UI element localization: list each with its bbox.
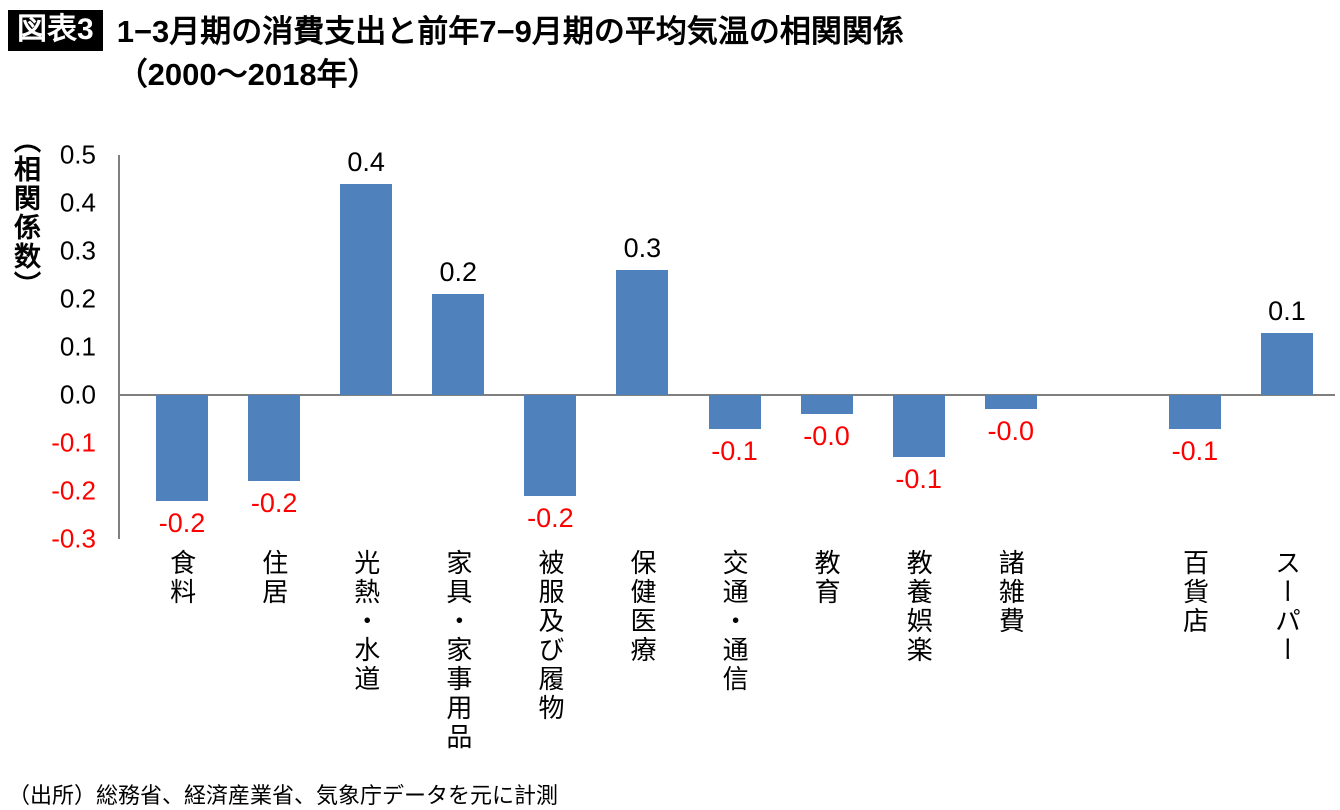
x-category-label: 諸雑費 [995,549,1026,636]
x-category-label: 家具・家事用品 [442,549,473,752]
y-tick-label: 0.2 [59,283,96,314]
source-note: （出所）総務省、経済産業省、気象庁データを元に計測 [8,783,559,808]
chart-header: 図表3 1−3月期の消費支出と前年7−9月期の平均気温の相関関係 （2000〜2… [8,10,1332,97]
y-tick-label: 0.4 [59,187,96,218]
bar-1 [248,395,301,482]
figure-badge: 図表3 [8,10,103,51]
bar-value-label: -0.0 [803,421,850,452]
y-axis-ticks: 0.5 0.4 0.3 0.2 0.1 0.0 -0.1 -0.2 -0.3 [0,140,106,554]
y-tick-label: -0.3 [51,523,96,554]
bar-value-label: 0.3 [623,233,662,264]
bar-3 [432,294,485,395]
x-category-label: 被服及び履物 [534,549,565,723]
bar-value-label: 0.1 [1268,295,1306,326]
bar-value-label: 0.2 [439,257,478,288]
bar-value-label: -0.2 [250,488,298,519]
bar-value-label: -0.1 [895,464,942,495]
bar-9 [984,395,1037,410]
x-category-label: 住居 [258,549,289,607]
bar-value-label: -0.2 [158,507,206,538]
bar-10 [1168,395,1221,429]
x-category-label: 保健医療 [627,549,658,665]
y-axis-label: （相関係数） [10,126,40,300]
x-category-label: 交通・通信 [719,549,750,694]
bar-6 [708,395,761,429]
y-tick-label: 0.3 [59,235,96,266]
chart-title-line1: 1−3月期の消費支出と前年7−9月期の平均気温の相関関係 [116,14,904,49]
y-axis-line [118,155,120,539]
bar-2 [340,183,393,395]
bar-value-label: -0.1 [711,435,758,466]
chart-title: 1−3月期の消費支出と前年7−9月期の平均気温の相関関係 （2000〜2018年… [117,10,904,97]
bar-11 [1260,332,1313,395]
x-category-label: 百貨店 [1179,549,1210,636]
bar-value-label: 0.4 [347,146,385,177]
bar-5 [616,270,669,395]
x-category-label: 教養娯楽 [903,549,934,665]
x-category-label: スーパー [1271,549,1302,665]
bar-4 [524,395,577,496]
bar-7 [800,395,853,415]
chart-title-line2: （2000〜2018年） [116,57,379,93]
bar-value-label: -0.0 [987,416,1034,447]
bar-value-label: -0.1 [1171,435,1219,466]
y-tick-label: 0.5 [59,139,96,170]
x-category-label: 光熱・水道 [350,549,381,694]
bar-0 [156,395,209,501]
y-tick-label: 0.1 [59,331,96,362]
bar-value-label: -0.2 [527,502,574,533]
x-category-label: 食料 [166,549,197,607]
x-category-label: 教育 [811,549,842,607]
y-tick-label: 0.0 [59,379,96,410]
bar-8 [892,395,945,458]
plot-area: -0.2 -0.2 0.4 0.2 -0.2 0.3 -0.1 -0.0 -0.1 -0.0 -0.… [118,147,1335,752]
y-tick-label: -0.1 [51,427,96,458]
y-tick-label: -0.2 [51,475,96,506]
